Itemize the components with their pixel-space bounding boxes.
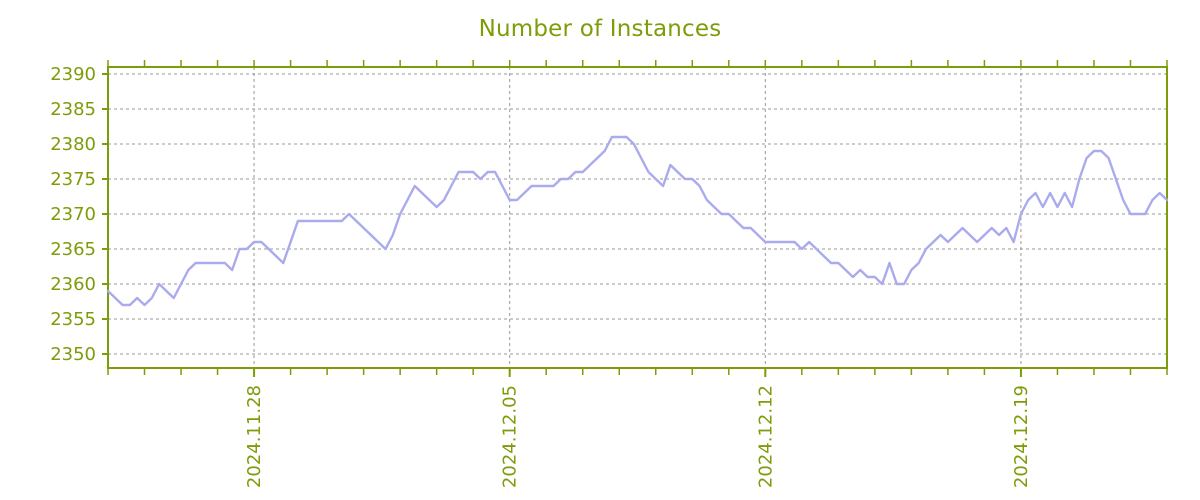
y-axis-tick-label: 2365 xyxy=(50,239,96,260)
plot-border xyxy=(107,66,1168,369)
y-axis-tick-label: 2360 xyxy=(50,274,96,295)
y-axis-tick-label: 2375 xyxy=(50,169,96,190)
y-axis-tick-labels: 2350 2355 2360 2365 2370 2375 2380 2385 2390 xyxy=(50,64,96,365)
grid-lines xyxy=(108,67,1167,368)
y-axis-tick-label: 2385 xyxy=(50,99,96,120)
y-axis-tick-label: 2370 xyxy=(50,204,96,225)
x-axis-tick-labels: 2024.11.28 2024.12.05 2024.12.12 2024.12.19 xyxy=(244,385,1032,488)
y-axis-tick-label: 2355 xyxy=(50,309,96,330)
y-axis-tick-label: 2390 xyxy=(50,64,96,85)
y-axis-tick-label: 2350 xyxy=(50,344,96,365)
y-axis-tick-label: 2380 xyxy=(50,134,96,155)
x-axis-tick-label: 2024.12.19 xyxy=(1011,385,1032,488)
x-axis-tick-label: 2024.12.12 xyxy=(755,385,776,488)
series-line-number-of-instances xyxy=(106,135,1169,307)
axis-ticks xyxy=(102,60,1168,377)
x-axis-tick-label: 2024.12.05 xyxy=(500,385,521,488)
chart-title: Number of Instances xyxy=(478,16,722,42)
data-series-line xyxy=(106,135,1169,307)
plot-frame xyxy=(107,66,1168,369)
x-axis-tick-label: 2024.11.28 xyxy=(244,385,265,488)
